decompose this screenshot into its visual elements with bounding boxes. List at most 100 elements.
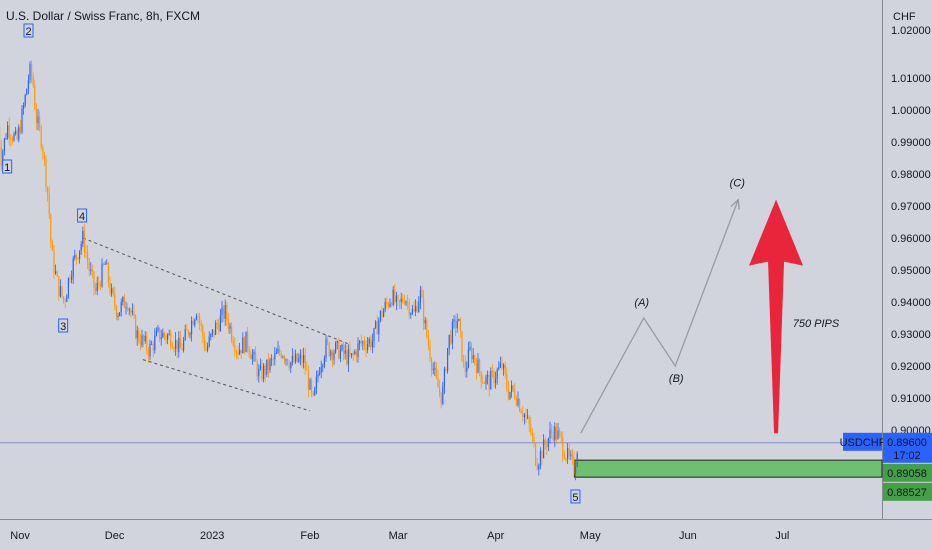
wave-label-4: 4 <box>79 211 85 223</box>
candle-body <box>517 399 519 406</box>
candle-body <box>67 278 69 296</box>
candle-body <box>243 337 245 353</box>
candle-body <box>317 374 319 378</box>
candle-body <box>541 451 543 459</box>
candle-body <box>8 125 10 138</box>
projection-path[interactable] <box>580 199 739 434</box>
time-tick-label: Jun <box>679 530 697 542</box>
candle-body <box>45 158 47 188</box>
candle-body <box>35 109 37 124</box>
candle-body <box>328 342 330 356</box>
candle-body <box>123 297 125 308</box>
candle-body <box>205 348 207 351</box>
last-price-badge[interactable] <box>883 432 932 463</box>
candle-body <box>373 328 375 342</box>
candle-body <box>256 361 258 377</box>
candle-body <box>71 276 73 280</box>
candle-body <box>83 230 85 253</box>
candle-body <box>423 297 425 324</box>
wave-label-b: (B) <box>669 373 684 385</box>
candle-body <box>338 340 340 359</box>
candle-body <box>341 344 343 351</box>
candle-body <box>549 429 551 439</box>
candle-body <box>402 298 404 302</box>
wave-label-2-box <box>23 23 34 38</box>
candle-body <box>395 295 397 303</box>
candle-body <box>55 271 57 274</box>
candle-body <box>279 348 281 354</box>
candle-body <box>152 343 154 351</box>
candle-body <box>551 429 553 433</box>
candle-body <box>448 334 450 348</box>
candle-body <box>130 309 132 313</box>
candle-body <box>11 138 13 141</box>
candle-body <box>434 368 436 370</box>
candle-body <box>59 286 61 297</box>
candle-body <box>509 391 511 399</box>
candle-body <box>463 360 465 363</box>
candle-body <box>389 303 391 307</box>
candle-body <box>327 339 329 343</box>
candle-body <box>107 263 109 283</box>
candle-body <box>80 243 82 251</box>
candle-body <box>181 348 183 351</box>
wave-label-1-box <box>2 159 13 174</box>
candle-body <box>565 458 567 460</box>
candle-body <box>431 359 433 370</box>
candle-body <box>106 263 108 265</box>
candle-body <box>13 133 15 141</box>
candle-body <box>219 315 221 332</box>
symbol-badge[interactable] <box>843 432 882 451</box>
candle-body <box>144 336 146 342</box>
candle-body <box>248 347 250 355</box>
candle-body <box>293 355 295 363</box>
candle-body <box>357 343 359 358</box>
candle-body <box>312 391 314 396</box>
candle-body <box>207 346 209 351</box>
candle-body <box>280 353 282 358</box>
target-zone[interactable] <box>573 459 883 478</box>
zone-bottom-badge[interactable] <box>883 482 932 501</box>
candle-body <box>504 364 506 374</box>
candle-body <box>283 356 285 361</box>
candle-body <box>250 354 252 360</box>
zone-top-badge[interactable] <box>883 463 932 482</box>
candle-body <box>439 387 441 393</box>
candle-body <box>88 261 90 271</box>
candle-body <box>447 347 449 372</box>
candle-body <box>371 341 373 348</box>
candle-body <box>560 432 562 438</box>
candle-body <box>138 330 140 342</box>
candle-body <box>147 350 149 357</box>
candle-body <box>115 305 117 317</box>
candle-body <box>298 358 300 362</box>
candle-body <box>234 345 236 352</box>
candle-body <box>339 350 341 359</box>
candle-body <box>264 365 266 375</box>
candle-body <box>330 351 332 356</box>
candle-body <box>128 309 130 311</box>
candle-body <box>314 387 316 396</box>
candle-body <box>277 348 279 353</box>
candle-body <box>47 187 49 194</box>
candle-body <box>74 254 76 259</box>
candle-body <box>61 286 63 297</box>
candle-body <box>306 369 308 371</box>
candle-body <box>155 330 157 336</box>
candle-body <box>555 426 557 439</box>
candle-body <box>416 305 418 312</box>
candle-body <box>231 325 233 341</box>
time-tick-label: Dec <box>105 530 125 542</box>
price-tick-label: 1.00000 <box>891 105 931 117</box>
candle-body <box>133 310 135 316</box>
target-arrow[interactable] <box>749 199 804 434</box>
candle-body <box>77 257 79 259</box>
candle-body <box>296 353 298 362</box>
candle-body <box>53 250 55 274</box>
candle-body <box>168 333 170 335</box>
candle-body <box>245 331 247 353</box>
channel-lower-line[interactable] <box>142 359 310 412</box>
candle-body <box>224 305 226 319</box>
